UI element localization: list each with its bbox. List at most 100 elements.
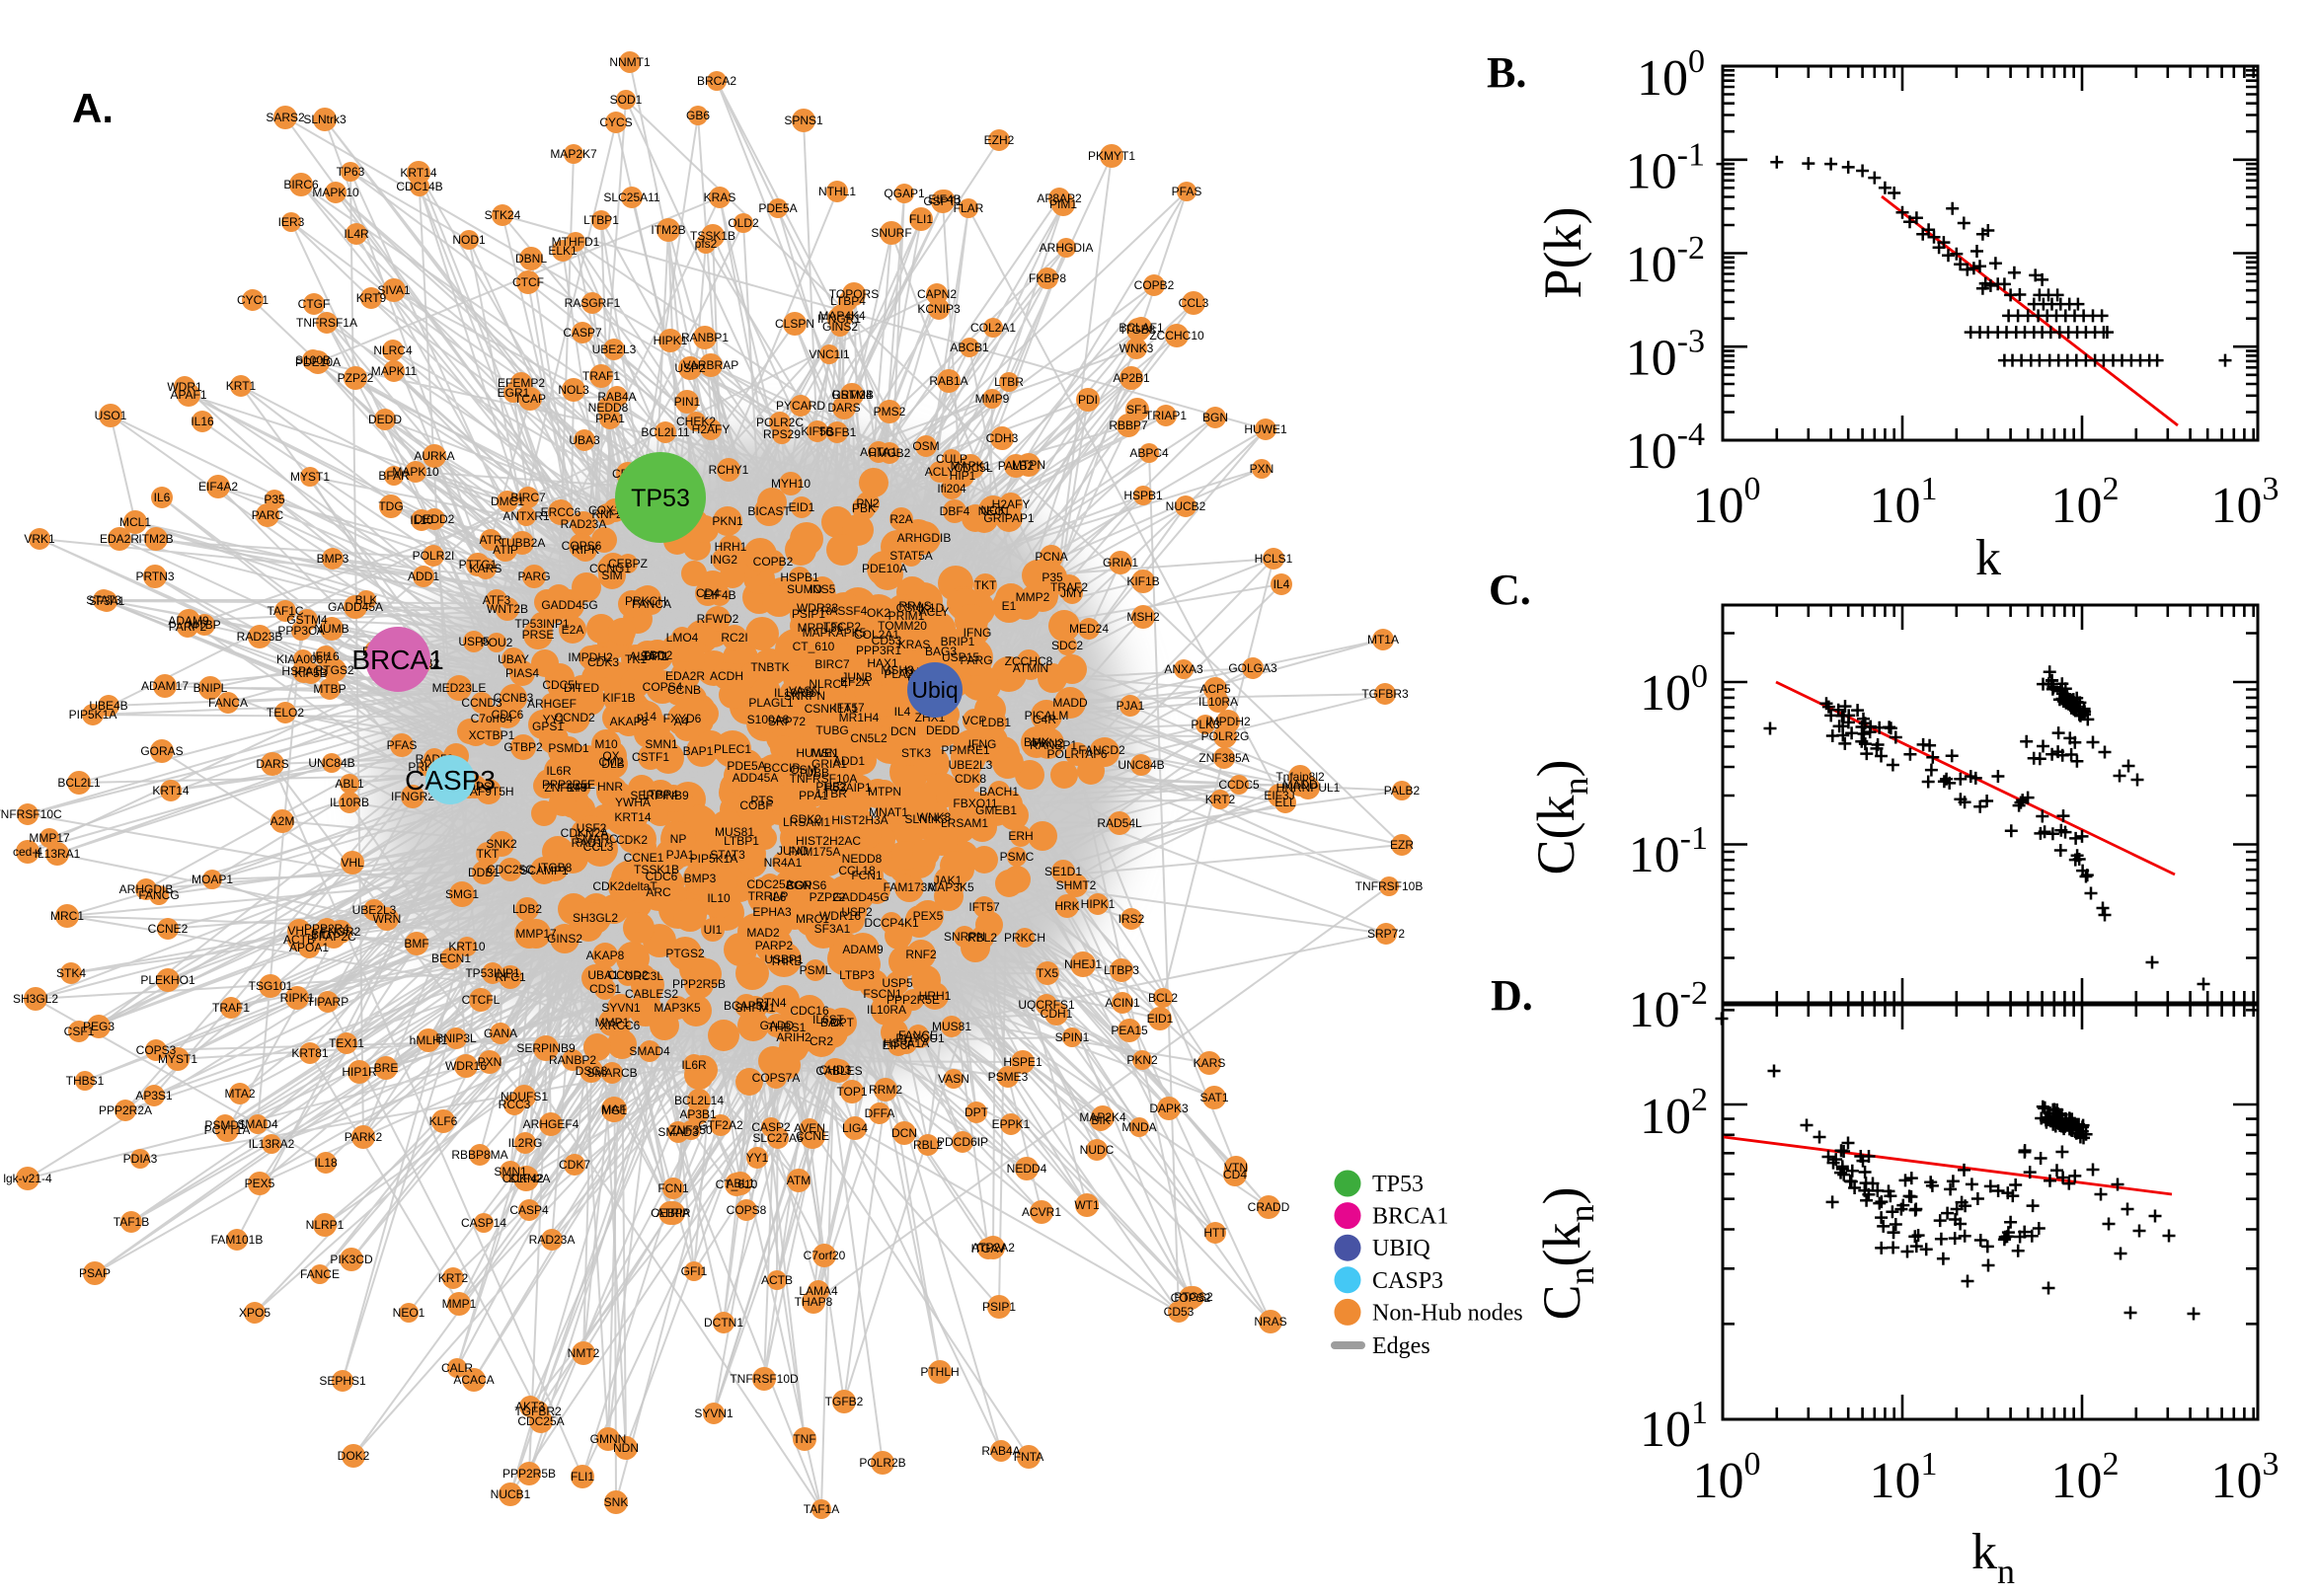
svg-text:ADD45A: ADD45A — [733, 771, 779, 785]
svg-text:KRT14: KRT14 — [152, 784, 189, 798]
svg-text:IFT57: IFT57 — [833, 701, 865, 715]
svg-text:GTBP2: GTBP2 — [503, 740, 543, 754]
svg-text:HCLS1: HCLS1 — [1255, 552, 1293, 566]
svg-text:CASP2: CASP2 — [751, 1120, 791, 1134]
svg-text:IMPDH2: IMPDH2 — [568, 650, 613, 664]
svg-text:THBS1: THBS1 — [66, 1074, 105, 1088]
svg-text:EIF3J: EIF3J — [1264, 789, 1294, 802]
svg-text:PMS2: PMS2 — [874, 405, 906, 418]
svg-text:RANBP2: RANBP2 — [549, 1053, 596, 1067]
svg-text:GB6: GB6 — [686, 109, 710, 122]
svg-text:UQCRFS1: UQCRFS1 — [1018, 998, 1075, 1012]
svg-text:KARS: KARS — [1194, 1056, 1226, 1070]
svg-text:NEO1: NEO1 — [978, 504, 1011, 518]
svg-text:ARHGDIB: ARHGDIB — [119, 882, 174, 896]
svg-text:STK24: STK24 — [485, 208, 521, 222]
svg-text:TELO2: TELO2 — [267, 706, 304, 720]
svg-text:ACTB: ACTB — [761, 1273, 793, 1287]
svg-text:PZP22: PZP22 — [338, 371, 374, 385]
svg-text:KRT14: KRT14 — [614, 810, 651, 824]
svg-text:MNAT1: MNAT1 — [869, 805, 908, 819]
svg-text:NUDC: NUDC — [1080, 1143, 1115, 1157]
svg-text:LTBR: LTBR — [817, 787, 847, 800]
svg-text:RASSF4: RASSF4 — [821, 604, 868, 618]
svg-text:CD4: CD4 — [1223, 1168, 1247, 1181]
svg-text:TK1: TK1 — [625, 652, 647, 666]
svg-text:PPA1: PPA1 — [595, 412, 625, 425]
svg-text:GADD45G: GADD45G — [832, 890, 888, 904]
svg-text:BMP3: BMP3 — [684, 872, 717, 885]
svg-text:ADD1: ADD1 — [833, 754, 865, 768]
svg-text:KRT1: KRT1 — [226, 379, 257, 393]
svg-text:CDS1: CDS1 — [589, 982, 621, 996]
svg-text:S100A8: S100A8 — [747, 713, 790, 726]
svg-text:VARBRAP: VARBRAP — [683, 358, 738, 372]
svg-text:BMF: BMF — [404, 937, 428, 950]
svg-text:IMPDH2: IMPDH2 — [1205, 715, 1251, 728]
svg-text:SMN1: SMN1 — [645, 737, 678, 751]
svg-text:KIF1B: KIF1B — [1126, 574, 1159, 588]
svg-text:ADAM17: ADAM17 — [141, 679, 189, 693]
svg-text:FLI1: FLI1 — [909, 212, 933, 226]
svg-text:AKT3: AKT3 — [515, 1400, 545, 1413]
svg-text:ACLY: ACLY — [919, 605, 949, 619]
svg-text:SYVN1: SYVN1 — [694, 1406, 733, 1420]
svg-text:PBK: PBK — [852, 501, 876, 515]
svg-text:C7orf64: C7orf64 — [471, 712, 513, 725]
svg-text:103: 103 — [2211, 471, 2279, 534]
svg-text:SAT1: SAT1 — [640, 649, 668, 663]
svg-text:JMY: JMY — [1060, 586, 1084, 600]
svg-text:HTT: HTT — [1203, 1226, 1227, 1240]
svg-text:RANBP1: RANBP1 — [1030, 738, 1077, 752]
svg-text:OX: OX — [602, 749, 619, 763]
svg-text:PFAS: PFAS — [387, 738, 418, 752]
svg-text:OK2: OK2 — [867, 606, 890, 620]
svg-text:BAX: BAX — [820, 1016, 844, 1029]
svg-text:UI1: UI1 — [704, 923, 723, 937]
svg-text:BRE: BRE — [374, 1061, 399, 1075]
svg-text:SH3GL2: SH3GL2 — [573, 911, 618, 925]
svg-text:IFT57: IFT57 — [968, 900, 1000, 914]
svg-text:SLNtrk3: SLNtrk3 — [904, 812, 948, 826]
svg-text:CDC25C: CDC25C — [487, 863, 534, 876]
svg-text:SERPINB9: SERPINB9 — [630, 789, 689, 802]
svg-text:BGN: BGN — [786, 878, 811, 892]
svg-text:NLRC4: NLRC4 — [809, 677, 848, 691]
svg-text:VHL: VHL — [287, 924, 311, 938]
svg-text:GSPT1: GSPT1 — [923, 194, 963, 208]
svg-text:CCL3: CCL3 — [583, 840, 614, 854]
svg-text:P(k): P(k) — [1533, 207, 1592, 299]
svg-text:MMP2: MMP2 — [1016, 590, 1050, 604]
svg-text:TRAF1: TRAF1 — [212, 1001, 250, 1015]
svg-text:FANCD2: FANCD2 — [1078, 743, 1125, 757]
svg-text:GINS2: GINS2 — [547, 932, 582, 946]
svg-text:PSMD1: PSMD1 — [548, 741, 589, 755]
svg-text:XPO5: XPO5 — [239, 1306, 270, 1320]
svg-text:WDR16: WDR16 — [819, 909, 861, 923]
svg-text:BCLAF1: BCLAF1 — [1119, 321, 1164, 335]
svg-text:CT_610: CT_610 — [793, 640, 835, 653]
svg-text:TP53INP1: TP53INP1 — [465, 966, 520, 980]
svg-text:ARHGEF: ARHGEF — [527, 697, 577, 711]
svg-text:TGFBR3: TGFBR3 — [1361, 687, 1409, 701]
svg-text:PIN1: PIN1 — [674, 395, 701, 409]
svg-text:COPS3: COPS3 — [136, 1043, 177, 1057]
svg-text:DCTN1: DCTN1 — [704, 1316, 743, 1330]
svg-text:GADD45A: GADD45A — [328, 600, 383, 614]
svg-text:ATM: ATM — [787, 1174, 811, 1187]
svg-text:TRIAP1: TRIAP1 — [1145, 409, 1187, 422]
svg-text:POLR2G: POLR2G — [1201, 729, 1250, 743]
svg-text:ARC: ARC — [646, 885, 671, 899]
svg-text:ITM2B: ITM2B — [651, 223, 685, 237]
svg-text:HRH1: HRH1 — [919, 989, 952, 1003]
svg-text:NEDD8: NEDD8 — [842, 852, 883, 866]
svg-text:MRC1: MRC1 — [796, 912, 829, 926]
svg-text:HRH1: HRH1 — [715, 540, 747, 554]
svg-text:CDK2: CDK2 — [616, 833, 648, 847]
svg-text:PDE10A: PDE10A — [295, 355, 341, 369]
svg-text:OSM: OSM — [790, 763, 816, 777]
svg-text:NEO1: NEO1 — [393, 1306, 425, 1320]
svg-text:LTBP1: LTBP1 — [583, 213, 619, 227]
svg-text:DEDD: DEDD — [368, 413, 402, 426]
svg-text:CCNG1: CCNG1 — [589, 562, 631, 575]
